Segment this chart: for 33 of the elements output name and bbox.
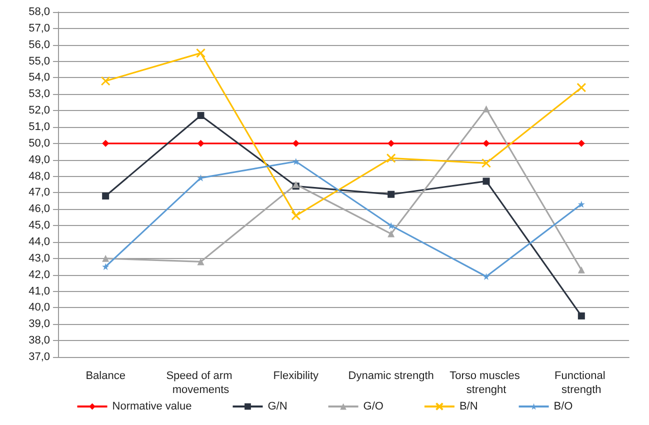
y-tick-label: 53,0 [28,88,50,100]
legend-label: G/N [268,400,288,412]
legend-label: G/O [363,400,384,412]
y-tick-label: 57,0 [28,22,50,34]
x-tick-label: Dynamic strength [348,370,434,382]
y-tick-label: 49,0 [28,154,50,166]
x-tick-label: Torso muscles strenght [450,370,523,396]
y-tick-label: 55,0 [28,55,50,68]
y-tick-label: 51,0 [28,121,50,133]
y-tick-label: 38,0 [28,334,50,347]
y-tick-label: 39,0 [28,318,50,330]
x-tick-label: Speed of arm movements [166,370,236,396]
legend-label: B/O [554,400,574,412]
y-tick-label: 42,0 [28,268,50,281]
y-tick-label: 52,0 [28,104,50,117]
y-tick-label: 40,0 [28,302,50,314]
y-tick-label: 45,0 [28,220,50,232]
x-tick-label: Functional strength [554,370,608,396]
y-tick-label: 48,0 [28,170,50,182]
x-tick-label: Balance [86,370,126,382]
y-tick-label: 37,0 [28,351,50,363]
y-tick-label: 50,0 [28,137,50,150]
y-tick-label: 46,0 [28,203,50,216]
y-tick-label: 56,0 [28,38,50,51]
y-tick-label: 58,0 [28,6,50,18]
x-tick-label: Flexibility [273,370,320,382]
y-tick-label: 44,0 [28,236,50,248]
legend-label: B/N [459,400,478,412]
y-tick-label: 43,0 [28,252,50,264]
y-tick-label: 54,0 [28,72,50,84]
y-tick-label: 47,0 [28,186,50,199]
legend-label: Normative value [112,400,192,412]
y-tick-label: 41,0 [28,285,50,298]
